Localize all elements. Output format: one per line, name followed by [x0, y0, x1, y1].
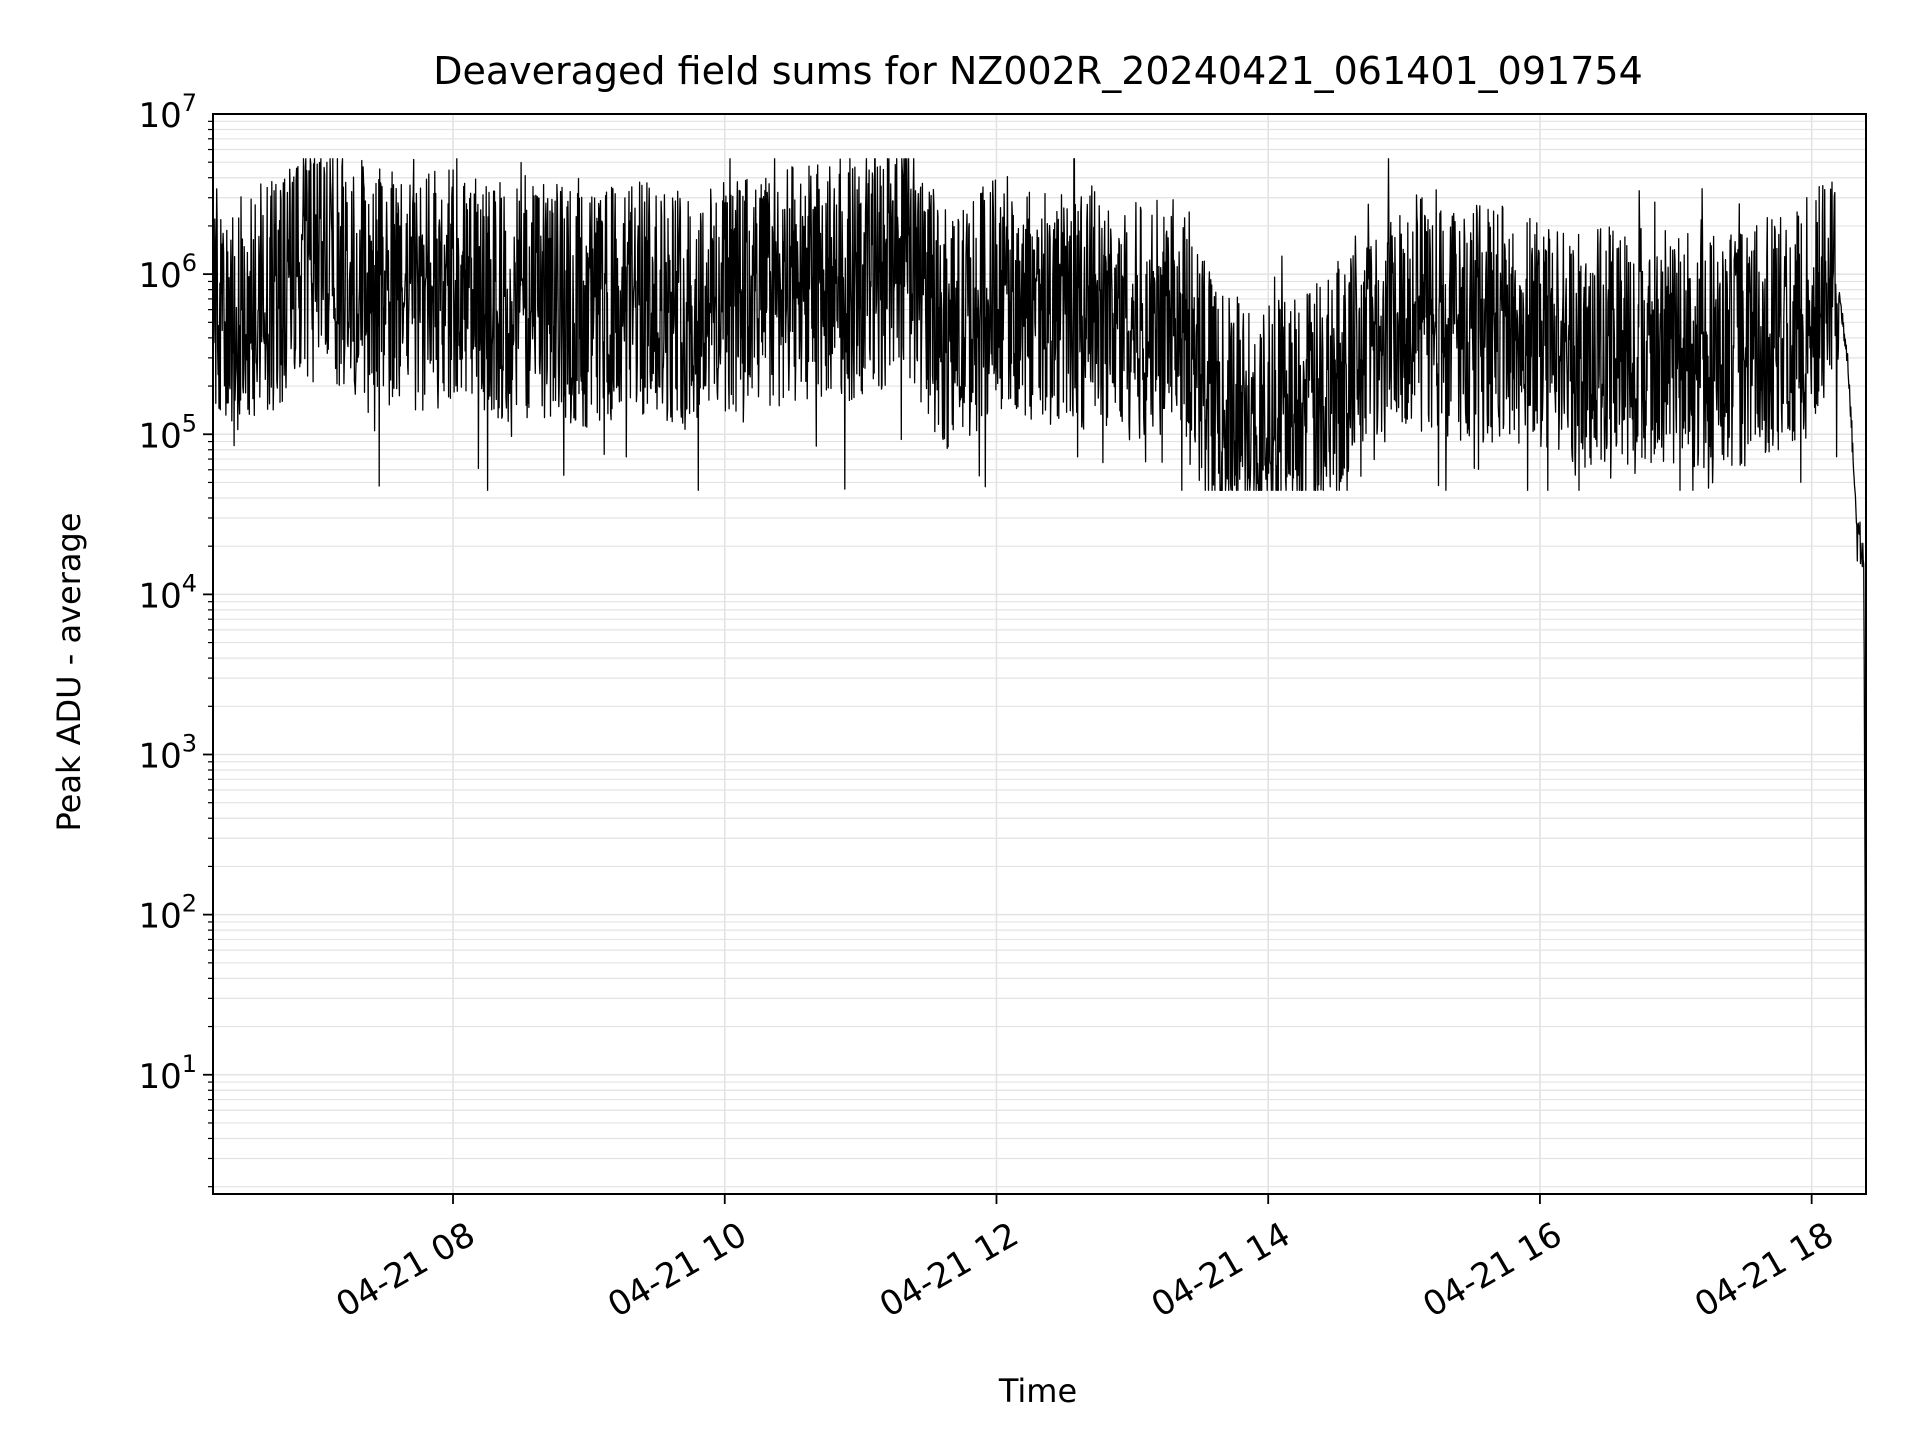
y-tick-exponent: 3 — [182, 730, 197, 758]
y-tick-base: 10 — [138, 96, 181, 136]
y-tick-base: 10 — [138, 897, 181, 937]
y-tick-label: 105 — [138, 409, 197, 456]
plot-frame — [212, 113, 1867, 1195]
y-tick-exponent: 2 — [182, 890, 197, 918]
y-tick-label: 101 — [138, 1050, 197, 1097]
y-tick-exponent: 4 — [182, 569, 197, 597]
y-tick-base: 10 — [138, 1057, 181, 1097]
y-tick-label: 102 — [138, 890, 197, 937]
y-tick-exponent: 7 — [182, 89, 197, 117]
y-tick-label: 104 — [138, 569, 197, 616]
y-axis-label: Peak ADU - average — [50, 513, 88, 832]
y-tick-label: 103 — [138, 730, 197, 777]
y-tick-label: 107 — [138, 89, 197, 136]
data-line-layer — [212, 158, 1867, 1170]
y-tick-label: 106 — [138, 249, 197, 296]
y-tick-exponent: 6 — [182, 249, 197, 277]
y-tick-exponent: 5 — [182, 409, 197, 437]
series-line — [212, 158, 1867, 1170]
y-tick-exponent: 1 — [182, 1050, 197, 1078]
y-tick-base: 10 — [138, 576, 181, 616]
x-axis-label: Time — [998, 1372, 1077, 1410]
y-tick-base: 10 — [138, 737, 181, 777]
y-tick-base: 10 — [138, 256, 181, 296]
axis-ticks — [203, 120, 1813, 1204]
chart-title: Deaveraged field sums for NZ002R_2024042… — [433, 49, 1643, 93]
y-tick-base: 10 — [138, 416, 181, 456]
